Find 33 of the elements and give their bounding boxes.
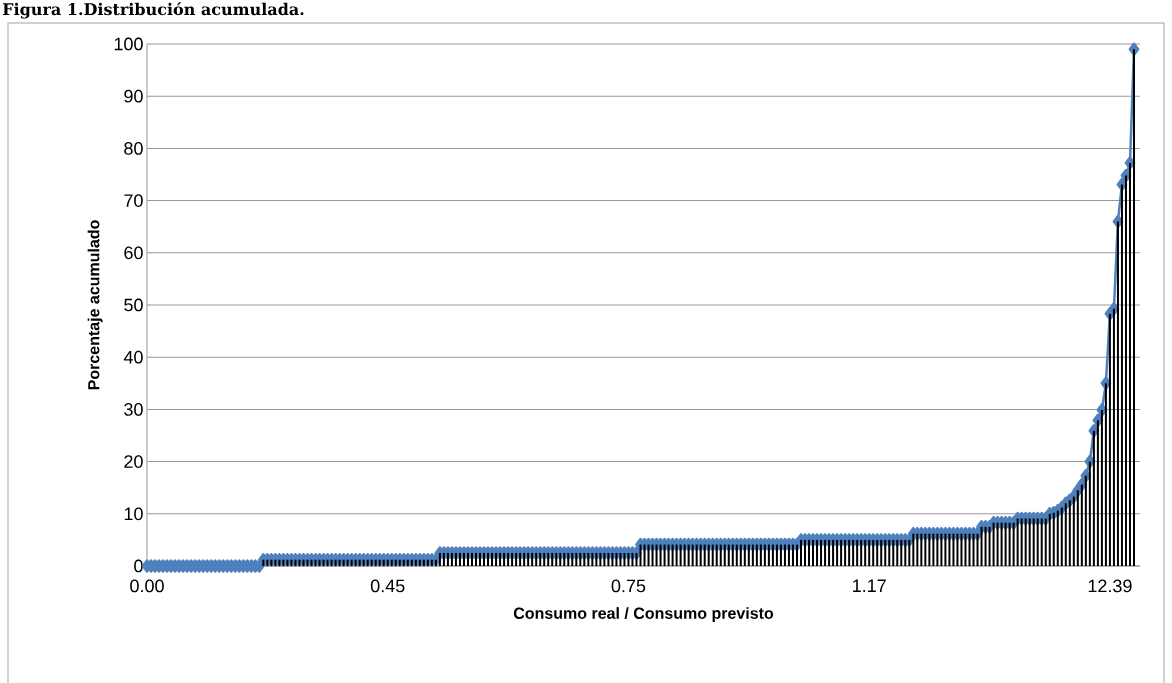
y-tick-label: 50 xyxy=(124,298,143,312)
bar xyxy=(1116,221,1119,566)
bar xyxy=(1092,430,1095,566)
bar xyxy=(1124,175,1127,566)
x-tick-label: 1.17 xyxy=(853,579,886,592)
bar xyxy=(1132,49,1135,566)
bar xyxy=(1108,313,1111,566)
x-tick-label: 0.00 xyxy=(130,579,164,593)
y-axis-title: Porcentaje acumulado xyxy=(87,220,103,390)
bar xyxy=(1100,409,1103,566)
x-tick-label: 0.75 xyxy=(611,579,646,593)
y-tick-label: 20 xyxy=(124,455,143,468)
bar xyxy=(1120,184,1123,566)
y-tick-label: 40 xyxy=(123,350,143,364)
y-tick-label: 30 xyxy=(124,403,143,416)
bar xyxy=(1128,163,1131,566)
bar xyxy=(1080,484,1083,566)
y-tick-label: 60 xyxy=(124,246,143,260)
bar xyxy=(1112,308,1115,566)
y-tick-label: 80 xyxy=(124,142,143,155)
y-tick-label: 0 xyxy=(134,559,143,573)
x-tick-label: 12.39 xyxy=(1088,579,1132,593)
x-tick-label: 0.45 xyxy=(370,579,405,593)
y-tick-label: 100 xyxy=(114,37,143,51)
bar xyxy=(1096,420,1099,566)
bar xyxy=(1104,383,1107,566)
x-axis-title: Consumo real / Consumo previsto xyxy=(513,607,774,623)
chart-title: Figura 1.Distribución acumulada. xyxy=(2,2,304,19)
y-tick-label: 90 xyxy=(124,89,143,103)
y-tick-label: 10 xyxy=(124,507,143,521)
y-tick-label: 70 xyxy=(124,194,143,207)
bar xyxy=(1084,475,1087,566)
bar xyxy=(1088,461,1091,566)
